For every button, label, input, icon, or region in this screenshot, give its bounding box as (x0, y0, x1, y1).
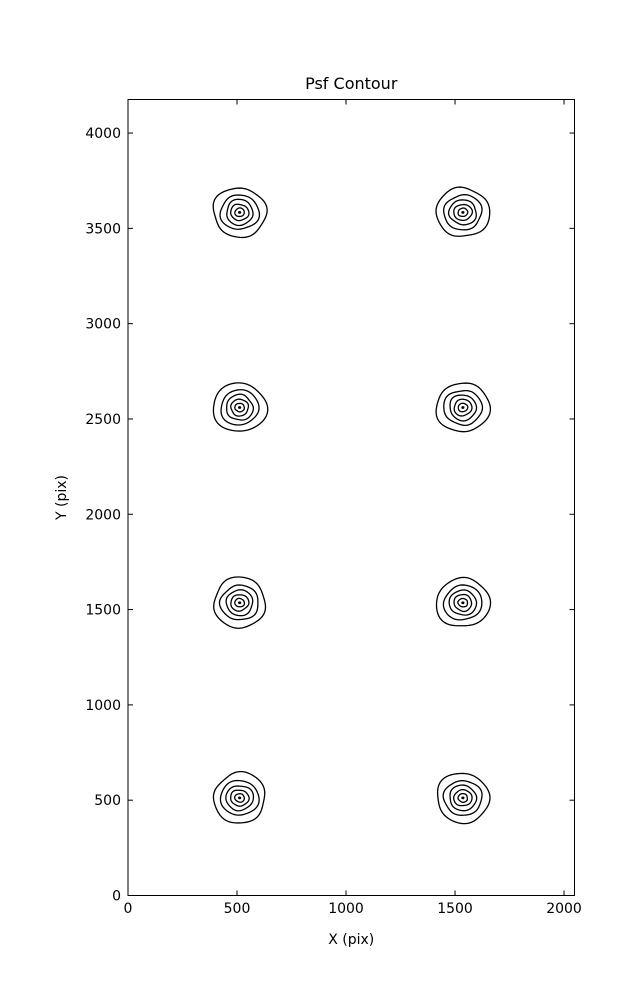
y-tick-label: 2500 (85, 412, 121, 428)
y-tick-label: 0 (112, 889, 121, 905)
psf-contour-blob (435, 576, 492, 627)
x-tick-label: 2000 (546, 901, 582, 917)
x-tick-label: 1000 (328, 901, 364, 917)
contour-ring (234, 793, 245, 803)
contour-ring (225, 785, 255, 812)
contour-ring (212, 187, 268, 239)
contour-ring (212, 382, 269, 432)
contour-center-dot (461, 796, 465, 800)
contour-ring (443, 389, 484, 427)
y-tick-label: 3000 (85, 317, 121, 333)
axes-frame (127, 99, 575, 896)
y-tick-label: 2000 (85, 507, 121, 523)
contour-ring (219, 779, 260, 816)
contour-ring (234, 402, 245, 413)
x-tick-label: 1500 (437, 901, 473, 917)
y-axis-ticks: 0 500 1000 1500 2000 2500 3000 3500 4000 (85, 126, 575, 905)
contour-ring (234, 597, 246, 608)
psf-contour-blob (213, 576, 267, 629)
contour-ring (435, 382, 492, 433)
psf-contour-blob (435, 186, 491, 237)
contour-center-dot (461, 210, 465, 214)
contour-ring (225, 589, 254, 617)
contour-ring (219, 194, 261, 230)
contour-ring (212, 770, 266, 824)
contour-ring (226, 198, 254, 227)
contour-ring (442, 780, 483, 816)
contour-center-dot (461, 406, 465, 409)
psf-contour-blob (436, 772, 491, 825)
contour-center-dot (461, 601, 465, 605)
contour-center-dot (238, 601, 242, 605)
contour-ring (436, 772, 491, 825)
contour-ring (453, 398, 473, 417)
psf-contour-blob (212, 770, 266, 824)
contour-ring (442, 584, 483, 621)
contour-ring (457, 402, 469, 413)
x-axis-ticks: 0 500 1000 1500 2000 (124, 99, 582, 917)
contour-center-dot (238, 796, 242, 800)
contour-ring (449, 784, 478, 812)
psf-contour-blob (212, 187, 268, 239)
contour-ring (443, 193, 483, 231)
contour-ring (448, 589, 478, 616)
psf-contour-blob (212, 382, 269, 432)
y-tick-label: 1000 (85, 698, 121, 714)
contour-ring (218, 584, 259, 621)
y-axis-label: Y (pix) (54, 475, 70, 521)
chart-title: Psf Contour (305, 74, 398, 93)
contour-ring (453, 788, 473, 807)
contour-ring (447, 199, 477, 226)
contour-ring (435, 186, 491, 237)
contour-ring (226, 393, 254, 421)
y-tick-label: 4000 (85, 126, 121, 142)
contour-ring (449, 394, 478, 422)
psf-contour-blob (435, 382, 492, 433)
y-tick-label: 3500 (85, 221, 121, 237)
contour-ring (230, 203, 250, 222)
contour-center-dot (238, 210, 242, 214)
contour-ring (213, 576, 267, 629)
y-tick-label: 500 (94, 793, 121, 809)
contour-ring (453, 593, 473, 613)
contour-ring (230, 398, 250, 417)
contour-center-dot (238, 406, 242, 409)
x-tick-label: 500 (224, 901, 251, 917)
contour-ring (435, 576, 492, 627)
contour-ring (457, 597, 469, 608)
y-tick-label: 1500 (85, 603, 121, 619)
contour-ring (230, 594, 250, 612)
contour-ring (457, 207, 469, 218)
contour-blobs-group (212, 186, 492, 825)
contour-ring (220, 389, 260, 426)
contour-ring (230, 789, 250, 807)
x-tick-label: 0 (124, 901, 133, 917)
contour-ring (457, 792, 469, 803)
contour-ring (453, 203, 474, 222)
contour-ring (234, 207, 245, 218)
x-axis-label: X (pix) (328, 932, 374, 948)
